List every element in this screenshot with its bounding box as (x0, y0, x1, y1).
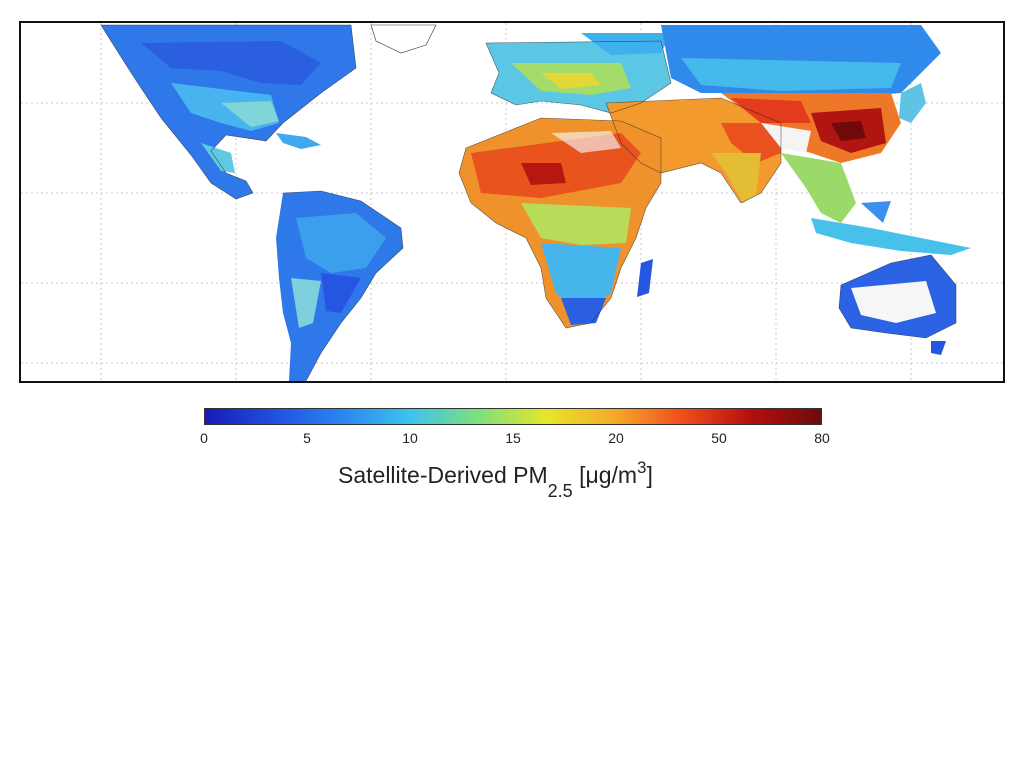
colorbar-title-main: Satellite-Derived PM (338, 462, 548, 488)
australia (839, 255, 956, 355)
southeast-asia (781, 153, 971, 255)
south-america (276, 191, 403, 381)
world-pm25-map (19, 21, 1005, 383)
colorbar-tick-label: 0 (200, 430, 208, 446)
colorbar-tick-label: 5 (303, 430, 311, 446)
pm25-colorbar (204, 408, 822, 425)
colorbar-title-unit-close: ] (646, 462, 653, 488)
colorbar-title-unit: [μg/m (579, 462, 638, 488)
colorbar-tick-label: 10 (402, 430, 418, 446)
colorbar-tick-label: 15 (505, 430, 521, 446)
japan (899, 83, 926, 123)
colorbar-ticks: 0 5 10 15 20 50 80 (200, 430, 830, 450)
colorbar-tick-label: 50 (711, 430, 727, 446)
map-canvas (21, 23, 1003, 381)
north-america (101, 25, 356, 199)
colorbar-tick-label: 20 (608, 430, 624, 446)
colorbar-title-subscript: 2.5 (547, 481, 573, 501)
greenland (370, 24, 437, 54)
east-asia (721, 93, 901, 163)
colorbar-tick-label: 80 (814, 430, 830, 446)
asia-south (606, 98, 781, 203)
europe (486, 33, 671, 113)
asia-north (661, 25, 941, 98)
colorbar-title: Satellite-Derived PM2.5 [μg/m3] (338, 458, 653, 501)
africa (459, 118, 661, 328)
country-borders (100, 24, 957, 381)
madagascar (637, 259, 653, 297)
colorbar-title-superscript: 3 (637, 458, 647, 477)
